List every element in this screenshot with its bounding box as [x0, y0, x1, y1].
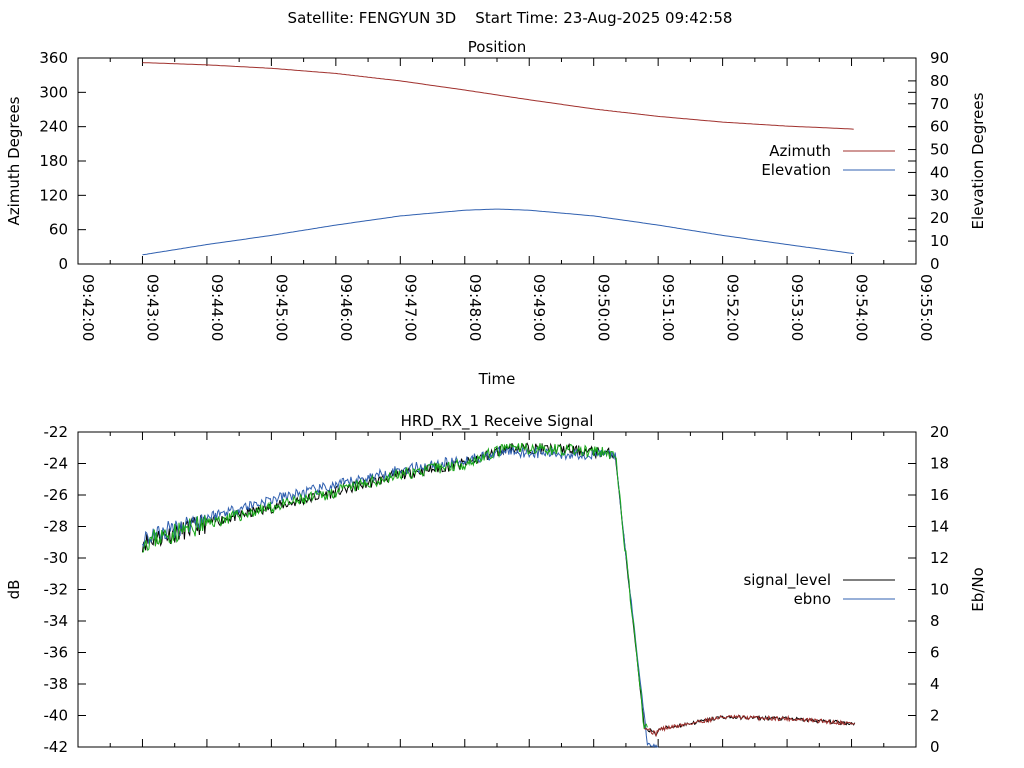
y2-tick-label: 10	[930, 232, 949, 250]
receive-signal-chart: HRD_RX_1 Receive Signal -42 -40 -38 -36 -34 -3…	[5, 412, 987, 756]
y2-tick-label: 20	[930, 209, 949, 227]
y2-tick-label: 50	[930, 141, 949, 159]
y-tick-label: -32	[44, 581, 69, 599]
plot-frame	[77, 431, 917, 748]
y2-tick-label: 14	[930, 518, 949, 536]
y-axis-label: Azimuth Degrees	[5, 96, 23, 225]
y2-tick-label: 2	[930, 707, 940, 725]
x-tick-label: 09:50:00	[595, 274, 613, 341]
y-tick-label: -38	[44, 675, 69, 693]
x-tick-label: 09:53:00	[788, 274, 806, 341]
signal-level-inlock-trace	[142, 442, 648, 729]
y2-tick-label: 6	[930, 644, 940, 662]
legend-label: ebno	[794, 590, 831, 608]
y2-tick-label: 8	[930, 612, 940, 630]
y2-tick-label: 4	[930, 675, 940, 693]
y-tick-label: 120	[39, 186, 68, 204]
x-tick-label: 09:55:00	[917, 274, 935, 341]
y-tick-label: 60	[49, 221, 68, 239]
y2-tick-label: 16	[930, 486, 949, 504]
x-tick-label: 09:43:00	[143, 274, 161, 341]
y2-tick-label: 12	[930, 549, 949, 567]
y2-tick-label: 18	[930, 455, 949, 473]
series-line-signal-level	[142, 442, 856, 738]
y2-tick-label: 30	[930, 186, 949, 204]
y-tick-label: 360	[39, 49, 68, 67]
x-tick-label: 09:44:00	[208, 274, 226, 341]
y2-tick-label: 90	[930, 49, 949, 67]
series-line-Azimuth	[142, 62, 854, 130]
y-tick-label: 300	[39, 83, 68, 101]
y2-tick-label: 40	[930, 163, 949, 181]
x-tick-label: 09:46:00	[337, 274, 355, 341]
y2-axis-label: Eb/No	[969, 567, 987, 611]
y2-tick-label: 0	[930, 255, 940, 273]
y2-tick-label: 60	[930, 118, 949, 136]
legend-label: Elevation	[761, 161, 831, 179]
y-tick-label: -30	[44, 549, 69, 567]
y-tick-label: -42	[44, 738, 69, 756]
y2-tick-label: 10	[930, 581, 949, 599]
y-tick-label: -24	[44, 455, 69, 473]
y-tick-label: -34	[44, 612, 69, 630]
legend-label: Azimuth	[769, 142, 831, 160]
chart-title: Position	[468, 38, 526, 56]
y-tick-label: -26	[44, 486, 69, 504]
x-tick-label: 09:51:00	[659, 274, 677, 341]
y-tick-label: -28	[44, 518, 69, 536]
chart-header: Satellite: FENGYUN 3D Start Time: 23-Aug…	[288, 9, 733, 27]
x-tick-label: 09:42:00	[79, 274, 97, 341]
y2-tick-label: 20	[930, 423, 949, 441]
x-tick-label: 09:45:00	[272, 274, 290, 341]
x-tick-label: 09:52:00	[724, 274, 742, 341]
x-tick-label: 09:49:00	[530, 274, 548, 341]
signal-level-tail-trace	[644, 714, 856, 737]
x-axis-label: Time	[478, 370, 516, 388]
position-chart: Position 0 60 120 180 240 300 360 0 10 20 30 40 50 60 7…	[5, 38, 987, 388]
x-tick-label: 09:54:00	[853, 274, 871, 341]
x-tick-label: 09:48:00	[466, 274, 484, 341]
chart-title: HRD_RX_1 Receive Signal	[401, 412, 594, 431]
y-tick-label: 180	[39, 152, 68, 170]
y2-tick-label: 80	[930, 72, 949, 90]
y-axis-label: dB	[5, 580, 23, 600]
y-tick-label: -22	[44, 423, 69, 441]
y2-tick-label: 70	[930, 95, 949, 113]
y-tick-label: -40	[44, 707, 69, 725]
series-line-ebno	[142, 445, 659, 749]
y-tick-label: 0	[58, 255, 68, 273]
y2-axis-label: Elevation Degrees	[969, 92, 987, 229]
x-tick-label: 09:47:00	[401, 274, 419, 341]
y-tick-label: 240	[39, 118, 68, 136]
series-line-Elevation	[142, 208, 854, 256]
legend-label: signal_level	[743, 571, 831, 590]
y-tick-label: -36	[44, 644, 69, 662]
y2-tick-label: 0	[930, 738, 940, 756]
